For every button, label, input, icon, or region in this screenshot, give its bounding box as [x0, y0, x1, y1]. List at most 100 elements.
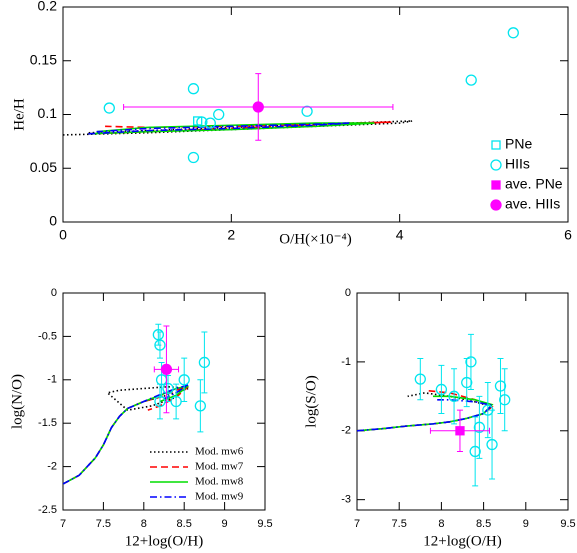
y-axis-label: log(S/O) [303, 375, 319, 428]
y-error-bar [156, 331, 163, 359]
x-tick-label: 7 [354, 518, 360, 530]
marker [103, 102, 115, 114]
marker [196, 116, 208, 128]
x-axis-label: O/H(×10⁻⁴) [279, 231, 351, 247]
y-tick-label: 0 [49, 213, 57, 229]
y-axis-label: He/H [11, 98, 27, 131]
y-tick-label: 0 [345, 287, 351, 299]
y-error-bar [497, 357, 504, 415]
y-tick-label: -1 [47, 374, 57, 386]
y-tick-label: -2 [47, 461, 57, 473]
legend-label: Mod. mw9 [195, 491, 244, 503]
y-axis-label: log(N/O) [9, 374, 25, 429]
x-tick-label: 8.5 [177, 518, 192, 530]
marker [455, 426, 465, 436]
y-tick-label: -3 [341, 494, 351, 506]
model-line [88, 122, 350, 135]
x-tick-label: 8.5 [476, 518, 491, 530]
marker [213, 108, 225, 121]
marker [187, 83, 200, 95]
legend-label: Mod. mw8 [195, 476, 244, 488]
y-error-bar [197, 379, 204, 433]
marker [490, 199, 502, 211]
marker [152, 329, 164, 341]
y-error-bar [501, 368, 508, 432]
y-error-bar [489, 409, 496, 480]
y-error-bar [451, 368, 458, 425]
marker [494, 380, 507, 392]
marker [204, 117, 216, 129]
x-tick-label: 7.5 [392, 518, 407, 530]
legend-label: PNe [505, 136, 532, 152]
x-tick-label: 9 [523, 518, 529, 530]
model-line [63, 384, 189, 485]
marker [448, 390, 460, 402]
x-tick-label: 8 [141, 518, 147, 530]
x-axis-label: 12+log(O/H) [125, 533, 203, 549]
y-tick-label: 0.05 [30, 159, 57, 175]
y-tick-label: 0.1 [38, 105, 58, 121]
x-tick-label: 6 [564, 227, 572, 243]
axes-frame [62, 292, 266, 511]
marker [486, 438, 498, 451]
y-error-bar [472, 416, 479, 487]
y-error-bar [484, 382, 491, 439]
marker [187, 151, 200, 164]
y-tick-label: -1 [341, 356, 351, 368]
marker [507, 27, 519, 39]
x-tick-label: 4 [396, 227, 404, 243]
legend-label: ave. PNe [505, 176, 563, 192]
marker [160, 363, 173, 376]
marker [491, 140, 501, 150]
marker [473, 421, 486, 433]
x-tick-label: 9 [222, 518, 228, 530]
marker [252, 101, 264, 113]
model-line [357, 398, 494, 432]
marker [170, 395, 182, 408]
marker [461, 376, 473, 389]
y-tick-label: -1.5 [38, 417, 57, 429]
marker [154, 339, 166, 351]
marker [301, 105, 313, 117]
axes-frame [62, 6, 569, 223]
x-tick-label: 9.5 [257, 518, 272, 530]
marker [435, 383, 448, 396]
marker [469, 445, 481, 458]
legend-label: Mod. mw6 [195, 446, 244, 458]
y-error-bar [156, 383, 163, 420]
marker [194, 400, 207, 412]
y-error-bar [173, 383, 180, 420]
x-tick-label: 8 [438, 518, 444, 530]
axes-frame [356, 292, 569, 511]
y-error-bar [417, 357, 424, 401]
legend-label: Mod. mw7 [195, 461, 244, 473]
x-axis-label: 12+log(O/H) [423, 533, 501, 549]
x-tick-label: 7 [60, 518, 66, 530]
marker [162, 382, 174, 395]
marker [499, 394, 511, 406]
y-error-bar [181, 357, 188, 402]
y-error-bar [201, 331, 208, 394]
model-line [63, 120, 413, 136]
marker [491, 180, 501, 190]
x-tick-label: 9.5 [560, 518, 575, 530]
legend-label: HIIs [505, 156, 530, 172]
y-error-bar [476, 395, 483, 459]
y-tick-label: 0.2 [38, 0, 58, 14]
legend-label: ave. HIIs [505, 196, 560, 212]
x-tick-label: 7.5 [96, 518, 111, 530]
y-tick-label: -2.5 [38, 504, 57, 516]
y-tick-label: 0.15 [30, 51, 57, 67]
marker [414, 373, 426, 385]
marker [465, 74, 477, 86]
marker [465, 356, 477, 368]
x-tick-label: 0 [59, 227, 67, 243]
y-error-bar [467, 333, 474, 390]
y-tick-label: -2 [341, 425, 351, 437]
x-tick-label: 2 [227, 227, 235, 243]
marker [490, 159, 502, 171]
y-tick-label: 0 [51, 287, 57, 299]
y-error-bar [438, 364, 445, 415]
marker [154, 395, 166, 408]
